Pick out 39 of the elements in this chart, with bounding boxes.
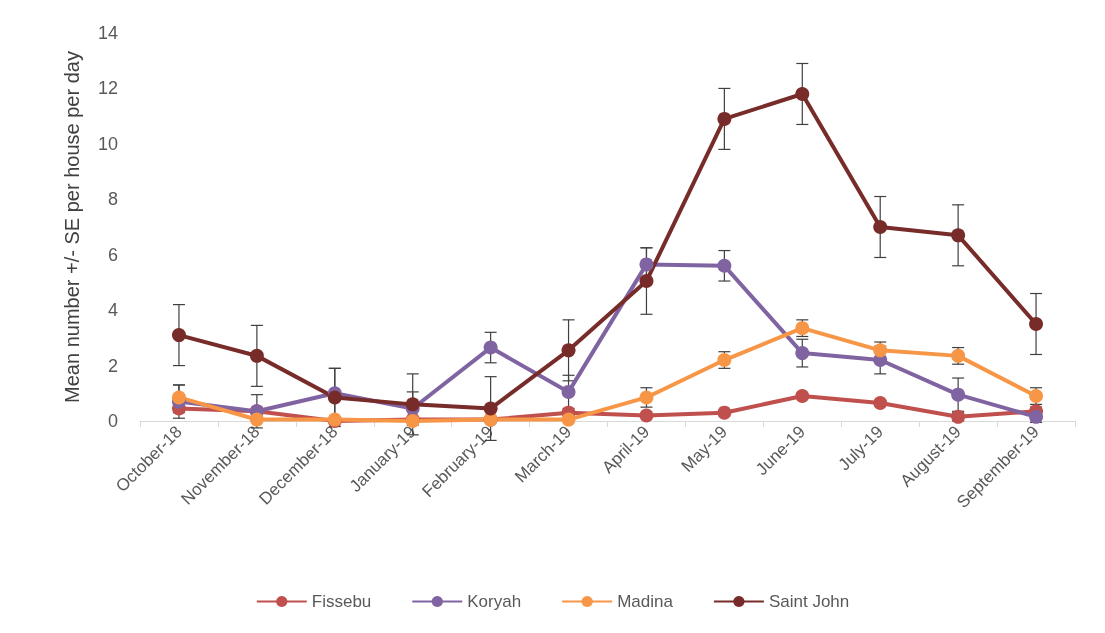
point xyxy=(795,346,810,361)
y-tick-label: 12 xyxy=(97,78,118,99)
point xyxy=(795,389,810,404)
legend-label: Fissebu xyxy=(311,592,372,611)
point xyxy=(717,111,732,126)
y-tick-label: 14 xyxy=(97,23,118,43)
point xyxy=(951,228,966,243)
legend-label: Madina xyxy=(617,592,674,611)
point xyxy=(483,340,498,355)
point xyxy=(327,390,342,405)
point xyxy=(483,401,498,416)
point xyxy=(1029,317,1044,331)
point xyxy=(873,395,888,410)
point xyxy=(639,257,654,272)
y-tick-label: 0 xyxy=(107,411,118,431)
point xyxy=(639,274,654,289)
point xyxy=(1029,389,1044,404)
point xyxy=(717,258,732,273)
point xyxy=(561,412,576,427)
point xyxy=(561,384,576,399)
legend-label: Saint John xyxy=(768,592,850,611)
point xyxy=(249,348,264,363)
point xyxy=(405,397,420,412)
y-tick-label: 4 xyxy=(107,300,118,321)
y-tick-label: 2 xyxy=(107,355,118,376)
point xyxy=(873,220,888,234)
point xyxy=(171,328,186,343)
legend-label: Koryah xyxy=(467,592,522,611)
point xyxy=(795,86,810,101)
point xyxy=(639,408,654,423)
point xyxy=(951,387,966,402)
point xyxy=(717,405,732,420)
y-tick-label: 8 xyxy=(107,189,118,210)
y-tick-label: 6 xyxy=(107,244,118,265)
y-axis-title: Mean number +/- SE per house per day xyxy=(61,51,83,403)
point xyxy=(561,343,576,358)
point xyxy=(249,412,264,427)
point xyxy=(171,390,186,405)
y-tick-label: 10 xyxy=(97,133,118,154)
